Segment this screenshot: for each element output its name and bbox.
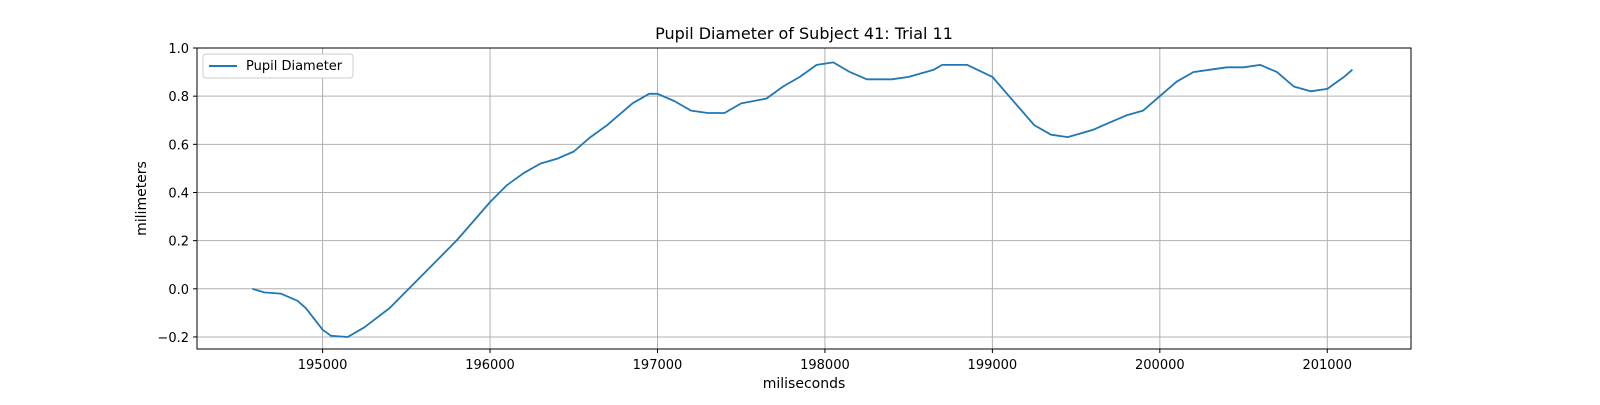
x-tick-label: 199000 (968, 358, 1018, 373)
x-tick-label: 197000 (633, 358, 683, 373)
y-tick-label: 0.2 (168, 235, 189, 250)
x-tick-label: 196000 (465, 358, 515, 373)
y-tick-label: 0.6 (168, 138, 189, 153)
chart-title: Pupil Diameter of Subject 41: Trial 11 (655, 24, 953, 43)
y-axis-label: milimeters (134, 161, 150, 236)
x-tick-label: 195000 (298, 358, 348, 373)
y-tick-label: −0.2 (157, 331, 189, 346)
x-axis-label: miliseconds (763, 376, 846, 392)
y-tick-label: 0.8 (168, 90, 189, 105)
legend-box (202, 53, 354, 79)
axes: 195000 196000 197000 198000 199000 200000 2010… (157, 42, 1352, 373)
legend-label: Pupil Diameter (246, 59, 343, 74)
x-tick-label: 201000 (1302, 358, 1352, 373)
grid (197, 47, 1411, 349)
series-layer (252, 61, 1353, 338)
plot-area (196, 47, 1412, 350)
y-tick-label: 0.4 (168, 186, 189, 201)
x-tick-label: 198000 (800, 358, 850, 373)
x-tick-label: 200000 (1135, 358, 1185, 373)
y-tick-label: 0.0 (168, 283, 189, 298)
y-tick-label: 1.0 (168, 42, 189, 57)
legend: Pupil Diameter (202, 53, 354, 79)
series-line (252, 61, 1353, 338)
